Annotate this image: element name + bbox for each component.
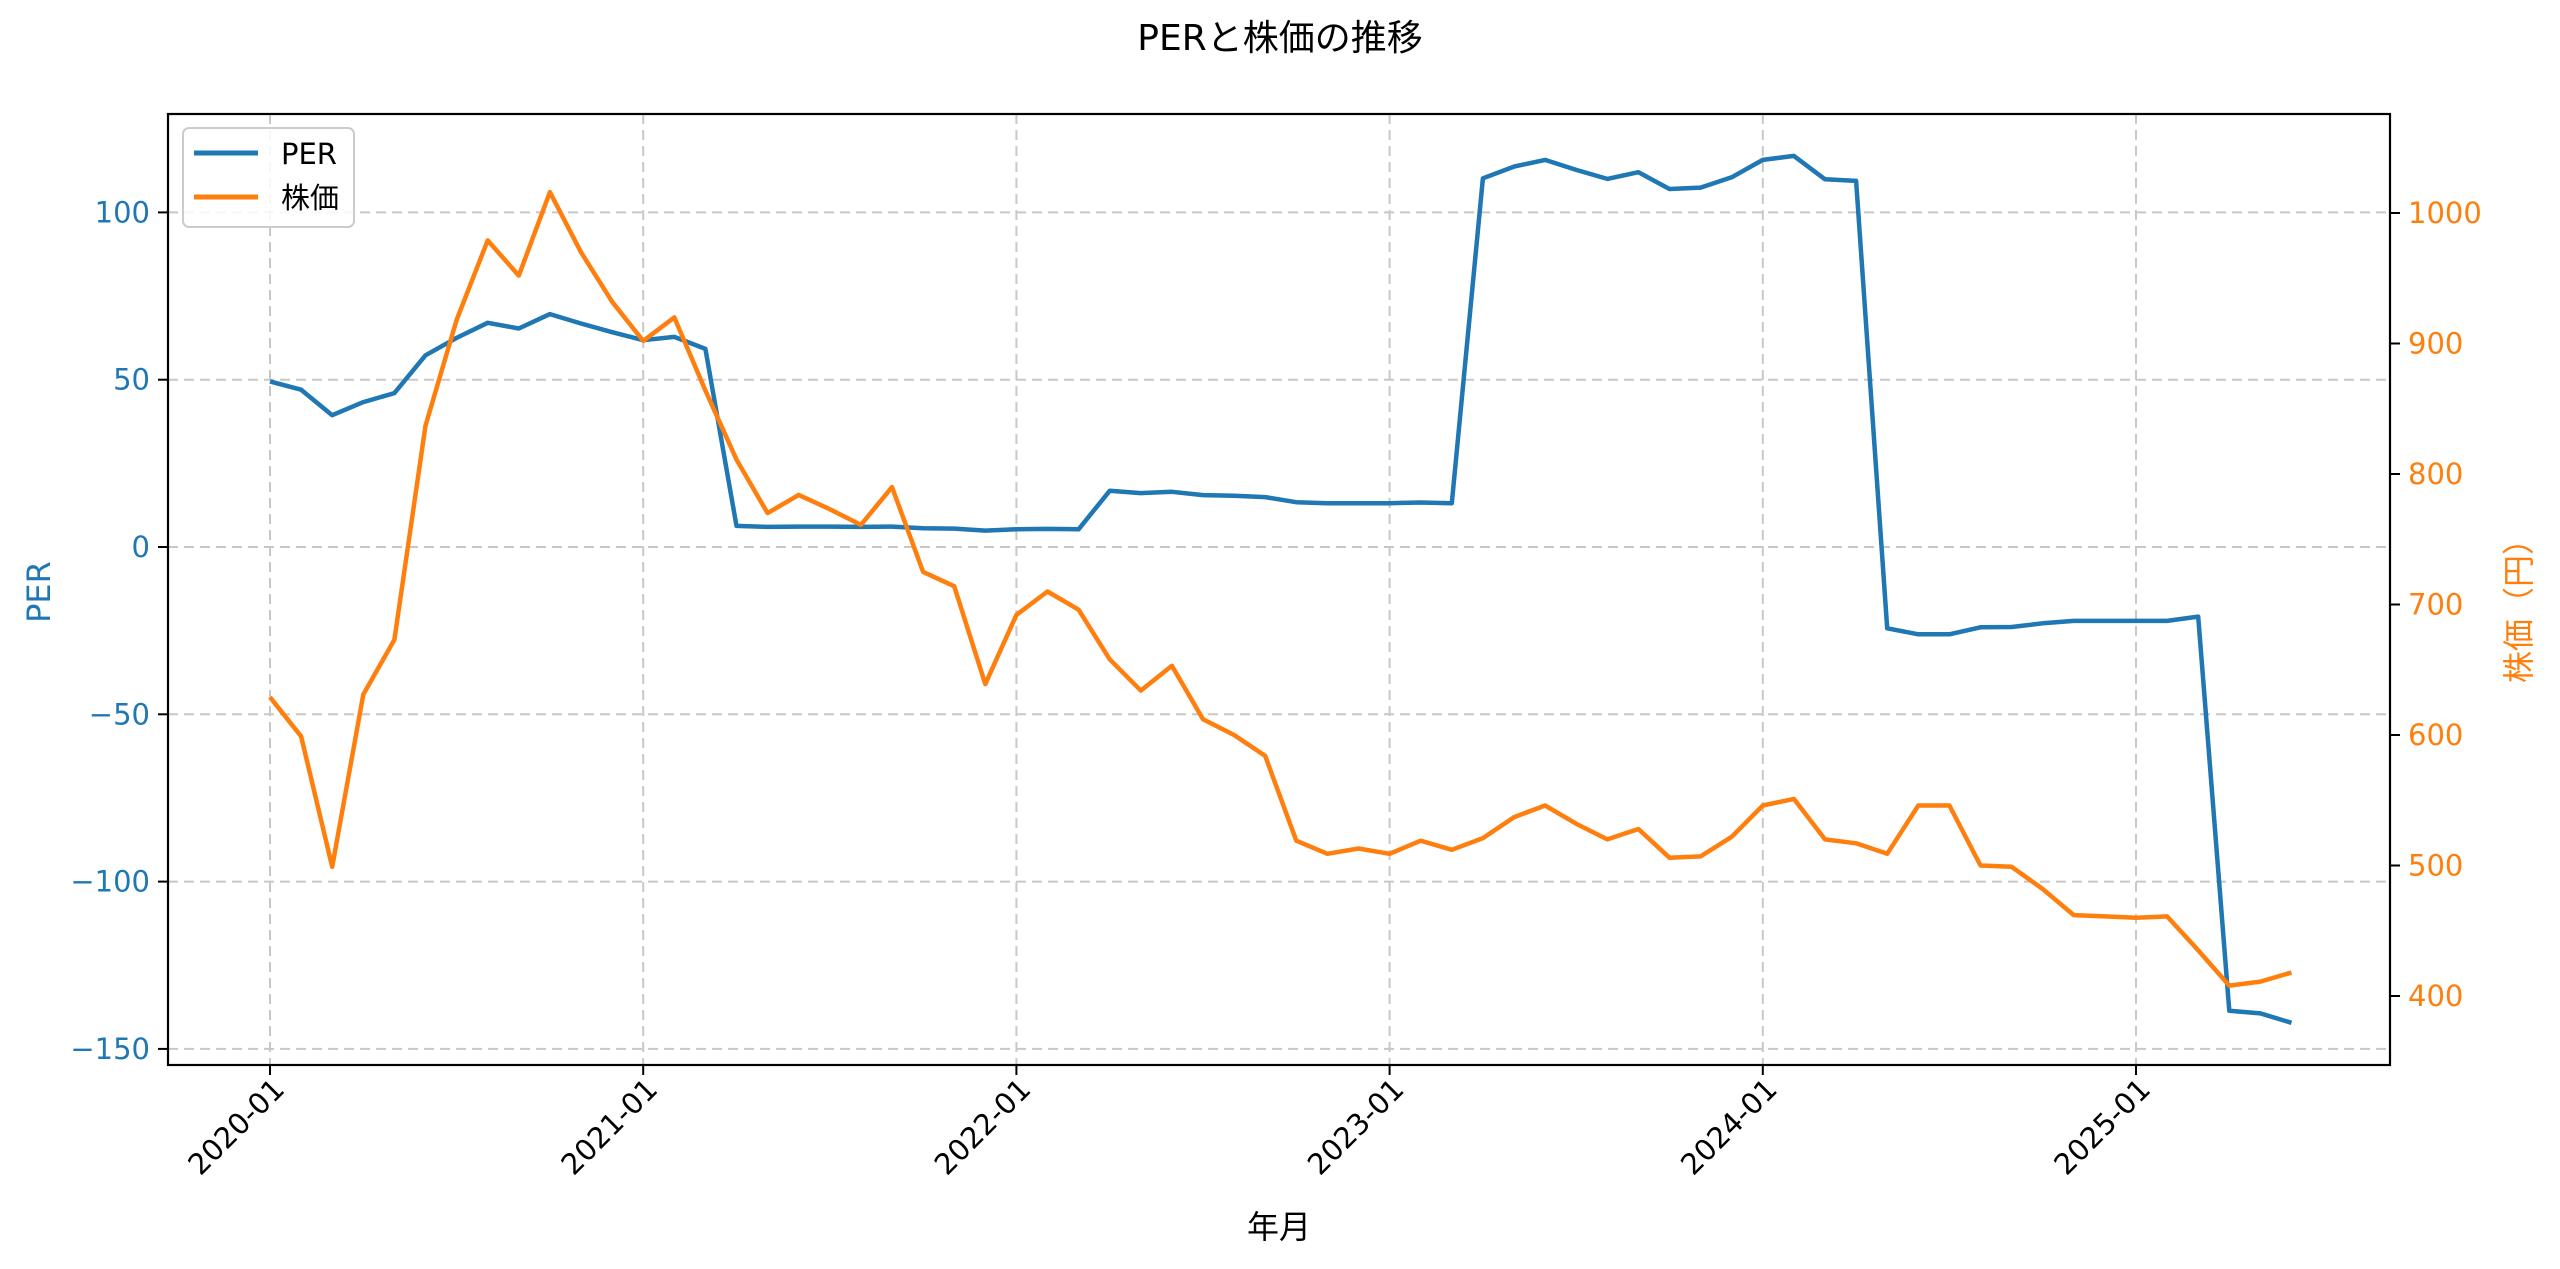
legend: PER 株価 <box>182 127 355 228</box>
price-line <box>268 189 2293 988</box>
y-right-tick-label: 600 <box>2408 718 2463 752</box>
x-tick-label: 2021-01 <box>554 1072 664 1182</box>
y-left-tick-label: 0 <box>132 530 150 564</box>
chart-title: PERと株価の推移 <box>1137 18 1422 59</box>
data-lines <box>268 153 2293 1025</box>
y-right-tick-label: 700 <box>2408 588 2463 622</box>
y-right-tick-label: 800 <box>2408 457 2463 491</box>
x-axis-label: 年月 <box>1247 1208 1311 1246</box>
y-left-tick-label: −50 <box>89 697 150 731</box>
y-axis-right-label: 株価（円） <box>2500 523 2538 683</box>
x-tick-label: 2024-01 <box>1674 1072 1784 1182</box>
x-tick-label: 2022-01 <box>928 1072 1038 1182</box>
plot-frame <box>166 112 2392 1067</box>
x-tick-label: 2025-01 <box>2047 1072 2157 1182</box>
y-left-tick-label: 50 <box>113 363 150 397</box>
axis-ticks: 2020-01 2021-01 2022-01 2023-01 2024-01 2025-… <box>70 195 2481 1181</box>
y-left-tick-label: −150 <box>70 1032 150 1066</box>
legend-price-label: 株価 <box>281 181 339 215</box>
y-right-tick-label: 500 <box>2408 849 2463 883</box>
y-right-tick-label: 1000 <box>2408 196 2482 230</box>
y-left-tick-label: 100 <box>95 195 150 229</box>
y-left-tick-label: −100 <box>70 865 150 899</box>
y-axis-left-label: PER <box>20 561 58 623</box>
y-right-tick-label: 400 <box>2408 979 2463 1013</box>
y-right-tick-label: 900 <box>2408 327 2463 361</box>
x-tick-label: 2023-01 <box>1301 1072 1411 1182</box>
per-line <box>269 153 2293 1025</box>
legend-per-label: PER <box>281 137 337 171</box>
grid-lines <box>168 114 2390 1065</box>
x-tick-label: 2020-01 <box>181 1072 291 1182</box>
